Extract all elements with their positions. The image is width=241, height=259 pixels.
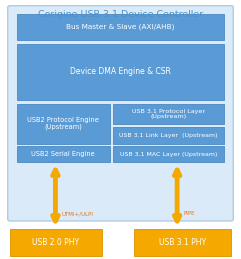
Bar — [17, 14, 224, 40]
Bar — [134, 229, 231, 256]
Text: USB 3.1 Link Layer  (Upstream): USB 3.1 Link Layer (Upstream) — [120, 133, 218, 138]
Bar — [113, 146, 224, 162]
Bar — [17, 104, 110, 144]
Text: PIPE: PIPE — [184, 211, 195, 216]
FancyBboxPatch shape — [8, 6, 233, 221]
Bar — [113, 127, 224, 144]
Bar — [113, 104, 224, 124]
Text: Bus Master & Slave (AXI/AHB): Bus Master & Slave (AXI/AHB) — [66, 24, 175, 31]
Text: USB 3.1 PHY: USB 3.1 PHY — [159, 238, 206, 247]
Text: USB2 Serial Engine: USB2 Serial Engine — [31, 151, 95, 157]
Bar — [17, 146, 110, 162]
Text: USB 3.1 Protocol Layer
(Upstream): USB 3.1 Protocol Layer (Upstream) — [132, 109, 205, 119]
Text: USB 3.1 MAC Layer (Upstream): USB 3.1 MAC Layer (Upstream) — [120, 152, 217, 157]
Text: Corigine USB 3.1 Device Controller: Corigine USB 3.1 Device Controller — [38, 10, 203, 19]
Text: Device DMA Engine & CSR: Device DMA Engine & CSR — [70, 67, 171, 76]
Text: UTMI+/ULPI: UTMI+/ULPI — [61, 211, 94, 216]
Bar — [17, 44, 224, 100]
Text: USB2 Protocol Engine
(Upstream): USB2 Protocol Engine (Upstream) — [27, 117, 99, 131]
Text: USB 2.0 PHY: USB 2.0 PHY — [33, 238, 80, 247]
Bar — [10, 229, 102, 256]
